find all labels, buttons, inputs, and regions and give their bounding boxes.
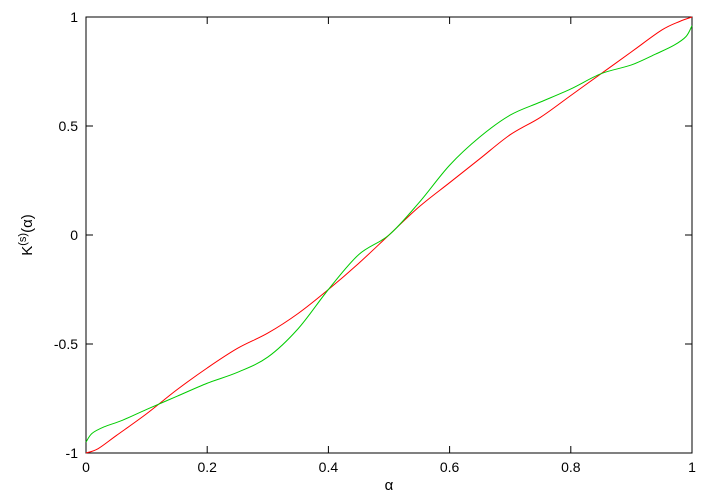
y-axis-label-suffix: (α) bbox=[19, 214, 36, 233]
series-layer bbox=[85, 16, 693, 454]
series-line-2 bbox=[85, 25, 693, 443]
x-axis-label: α bbox=[385, 477, 394, 494]
x-tick-label: 0.8 bbox=[561, 459, 581, 475]
y-tick-label: 0 bbox=[70, 227, 78, 243]
y-axis-label: K(s)(α) bbox=[17, 214, 36, 256]
x-tick-label: 0.2 bbox=[197, 459, 217, 475]
y-tick-label: -1 bbox=[66, 445, 79, 461]
x-tick-label: 1 bbox=[688, 459, 696, 475]
y-tick-label: -0.5 bbox=[54, 336, 78, 352]
x-tick-label: 0.4 bbox=[319, 459, 339, 475]
y-tick-label: 1 bbox=[70, 9, 78, 25]
x-tick-label: 0.6 bbox=[440, 459, 460, 475]
axis-tick-labels: 0 0.2 0.4 0.6 0.8 1 -1 -0.5 0 0.5 1 bbox=[54, 9, 696, 475]
y-axis-label-superscript: (s) bbox=[17, 233, 29, 246]
y-axis-label-base: K bbox=[19, 246, 36, 256]
y-tick-label: 0.5 bbox=[59, 118, 79, 134]
x-tick-label: 0 bbox=[82, 459, 90, 475]
